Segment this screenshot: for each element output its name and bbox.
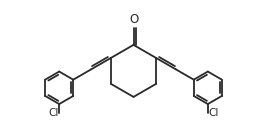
Text: O: O <box>129 13 138 26</box>
Text: Cl: Cl <box>48 108 58 118</box>
Text: Cl: Cl <box>209 108 219 118</box>
